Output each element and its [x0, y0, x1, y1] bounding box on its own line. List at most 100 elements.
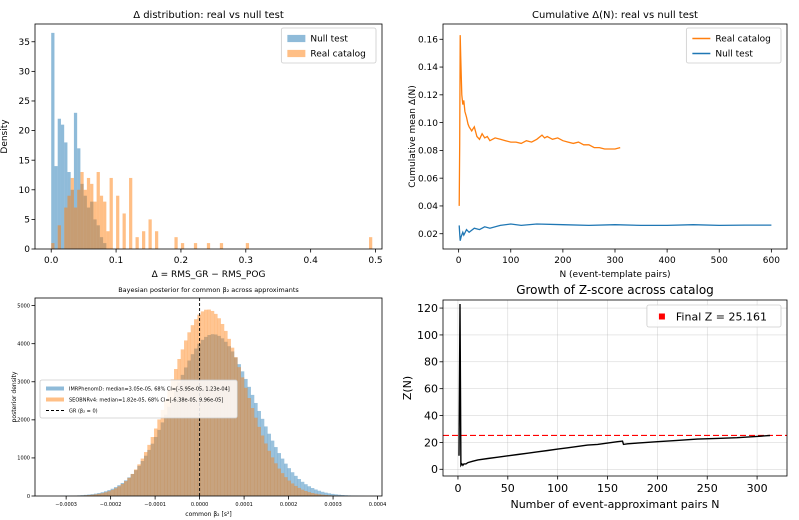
legend-swatch	[46, 397, 64, 402]
series-line	[458, 223, 772, 241]
histogram-bar	[86, 177, 91, 249]
histogram-bar	[103, 491, 108, 496]
histogram-bar	[70, 177, 74, 249]
histogram-bar	[130, 473, 135, 496]
histogram-bar	[107, 490, 111, 496]
histogram-bar	[80, 172, 84, 249]
histogram-bar	[133, 470, 138, 496]
histogram-bar	[287, 480, 292, 496]
histogram-bar	[237, 364, 241, 496]
legend-label: Final Z = 25.161	[676, 310, 767, 323]
histogram-bar	[143, 455, 148, 496]
histogram-bar	[254, 417, 258, 496]
histogram-bar	[116, 195, 120, 249]
histogram-bar	[90, 494, 95, 496]
z-score-line	[458, 303, 771, 468]
y-tick-label: 5	[24, 216, 30, 226]
plot-frame	[442, 299, 788, 477]
plot-frame	[34, 23, 383, 250]
x-tick-label: −0.0001	[144, 502, 166, 508]
y-tick-label: 10	[19, 186, 31, 196]
y-tick-label: 0.06	[418, 174, 438, 184]
histogram-bar	[297, 487, 302, 496]
histogram-bar	[237, 367, 241, 496]
histogram-bar	[277, 468, 281, 496]
histogram-bar	[97, 493, 101, 496]
legend-swatch	[287, 49, 306, 58]
histogram-bar	[123, 480, 128, 496]
histogram-bar	[140, 461, 145, 496]
y-tick-label: 0.10	[418, 119, 438, 129]
histogram-bar	[180, 349, 185, 496]
histogram-bar	[154, 428, 158, 496]
histogram-bar	[113, 488, 118, 496]
histogram-bar	[327, 493, 332, 496]
x-tick-label: 500	[711, 256, 728, 266]
histogram-bar	[300, 481, 305, 496]
histogram-bar	[230, 351, 235, 496]
x-tick-label: 0.0004	[369, 502, 387, 508]
x-tick-label: 0.0002	[280, 502, 298, 508]
y-tick-label: 0	[27, 494, 30, 500]
histogram-bar	[110, 488, 115, 496]
x-tick-label: 200	[647, 482, 668, 495]
y-tick-label: 5000	[17, 303, 30, 309]
histogram-bar	[135, 237, 139, 249]
plot-frame	[34, 297, 383, 497]
histogram-bar	[300, 489, 305, 496]
histogram-bar	[143, 452, 148, 496]
histogram-bar	[80, 495, 85, 496]
histogram-bar	[247, 386, 251, 496]
y-tick-label: 15	[19, 156, 30, 166]
histogram-bar	[290, 483, 295, 496]
histogram-bar	[147, 444, 151, 496]
histogram-bar	[227, 346, 231, 496]
y-tick-label: 4000	[17, 341, 30, 347]
histogram-bar	[106, 231, 110, 249]
histogram-bar	[219, 243, 224, 249]
y-tick-label: 1000	[17, 456, 30, 462]
x-tick-label: 0.0003	[324, 502, 342, 508]
x-tick-label: 0.5	[368, 256, 382, 266]
y-tick-label: 60	[424, 383, 438, 396]
histogram-bar	[280, 458, 285, 496]
y-tick-label: 30	[19, 68, 31, 78]
histogram-bar	[280, 473, 285, 496]
histogram-bar	[96, 172, 100, 249]
histogram-bar	[180, 243, 185, 249]
legend-box	[39, 379, 238, 419]
histogram-bar	[284, 477, 288, 496]
x-tick-label: 200	[554, 256, 571, 266]
histogram-bar	[274, 463, 278, 496]
y-axis-label: Density	[0, 119, 10, 154]
histogram-bar	[64, 207, 68, 249]
y-tick-label: 25	[19, 97, 30, 107]
histogram-bar	[240, 377, 245, 496]
histogram-bar	[164, 414, 168, 496]
histogram-bar	[194, 348, 198, 496]
histogram-bar	[51, 243, 55, 249]
histogram-bar	[120, 482, 125, 496]
histogram-bar	[137, 464, 141, 496]
histogram-bar	[157, 429, 161, 496]
legend-swatch	[46, 386, 64, 391]
x-tick-label: 600	[763, 256, 780, 266]
histogram-bar	[317, 490, 322, 496]
x-axis-label: Δ = RMS_GR − RMS_POG	[152, 270, 266, 280]
histogram-bar	[117, 486, 121, 496]
histogram-bar	[77, 189, 81, 249]
x-tick-label: 300	[747, 482, 768, 495]
histogram-bar	[250, 394, 255, 496]
histogram-bar	[193, 243, 198, 249]
histogram-bar	[174, 390, 178, 496]
histogram-bar	[90, 183, 94, 249]
legend-label: Real catalog	[715, 35, 771, 45]
y-tick-label: 100	[417, 329, 438, 342]
histogram-bar	[190, 354, 195, 496]
x-tick-label: 300	[606, 256, 623, 266]
histogram-bar	[100, 492, 105, 496]
histogram-bar	[83, 494, 88, 496]
histogram-bar	[324, 495, 328, 496]
chart-title: Growth of Z-score across catalog	[516, 283, 714, 297]
histogram-bar	[103, 492, 108, 496]
